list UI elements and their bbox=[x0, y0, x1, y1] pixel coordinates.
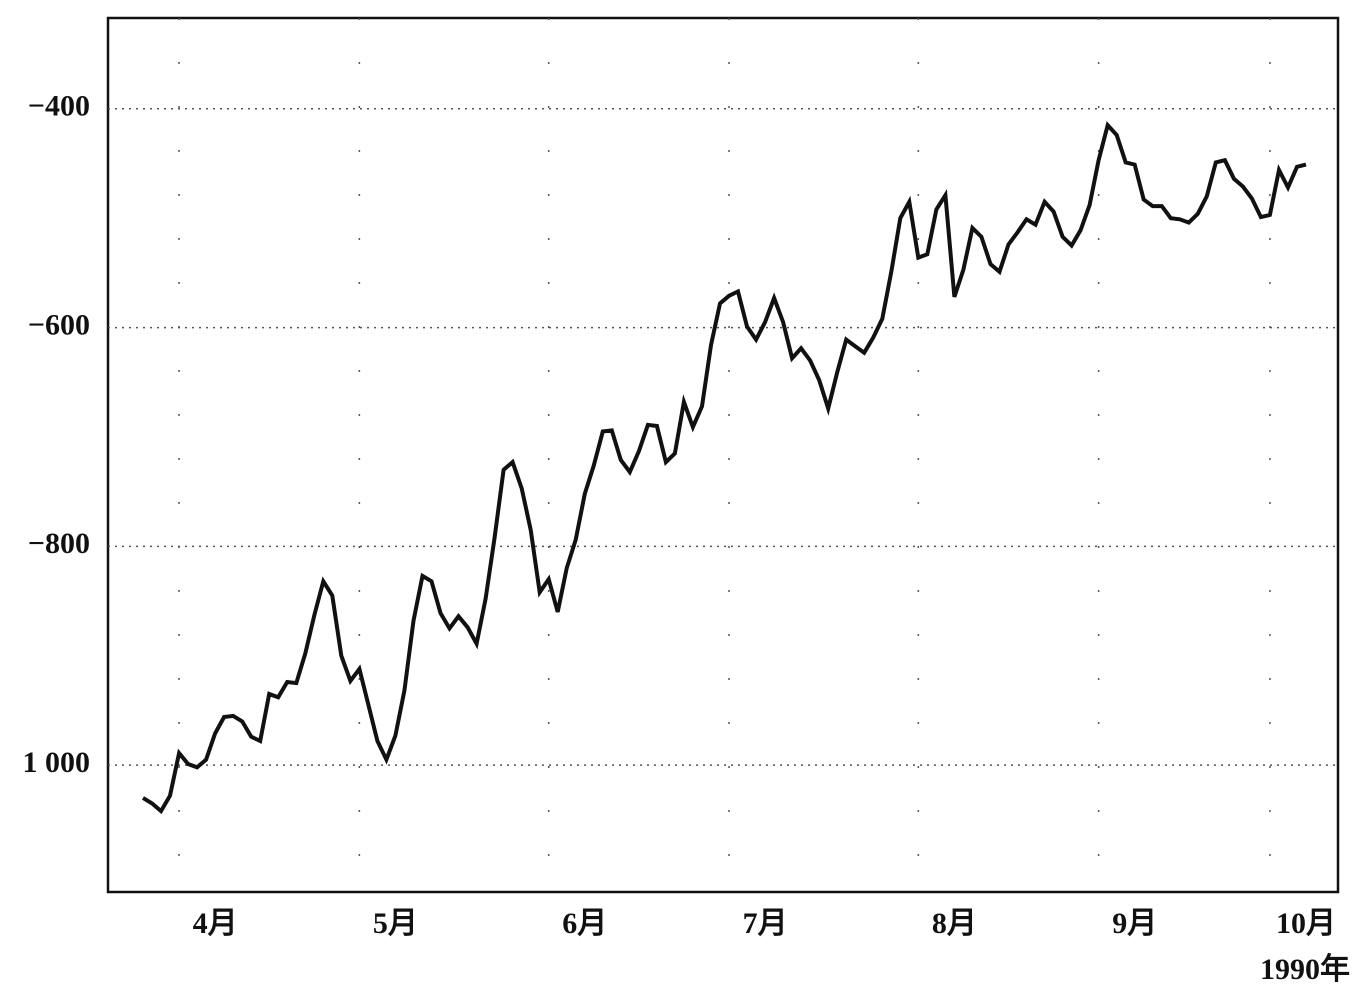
plot-frame bbox=[106, 16, 1340, 894]
x-tick-label: 4月 bbox=[193, 907, 238, 940]
x-tick-label: 8月 bbox=[932, 907, 977, 940]
x-tick-label: 6月 bbox=[562, 907, 607, 940]
y-tick-label: 1 000 bbox=[23, 746, 91, 779]
x-tick-label: 5月 bbox=[373, 907, 418, 940]
y-tick-label: −600 bbox=[28, 308, 90, 341]
y-tick-label: −400 bbox=[28, 90, 90, 123]
x-tick-label: 7月 bbox=[743, 907, 788, 940]
annotation: 1990年 bbox=[1260, 953, 1350, 986]
x-tick-label: 10月 bbox=[1276, 907, 1336, 940]
line bbox=[141, 121, 1307, 815]
x-tick-label: 9月 bbox=[1112, 907, 1157, 940]
y-tick-label: −800 bbox=[28, 527, 90, 560]
